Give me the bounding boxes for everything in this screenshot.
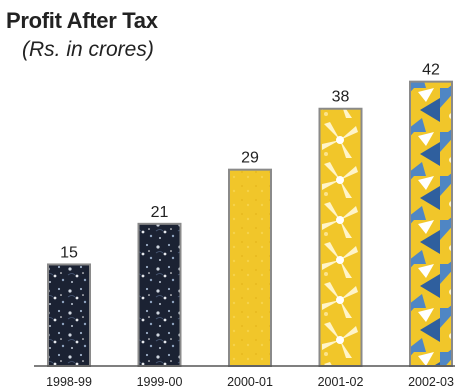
bar-2000-01 xyxy=(228,168,272,367)
bar-2001-02 xyxy=(318,107,363,368)
bars-group xyxy=(47,80,453,368)
value-label-1998-99: 15 xyxy=(60,244,78,261)
bar-1999-00 xyxy=(137,222,182,367)
value-label-1999-00: 21 xyxy=(151,204,169,221)
x-tick-label-1998-99: 1998-99 xyxy=(46,375,92,389)
x-tick-label-2001-02: 2001-02 xyxy=(318,375,364,389)
value-label-2001-02: 38 xyxy=(332,89,350,106)
x-tick-label-2002-03: 2002-03 xyxy=(408,375,454,389)
chart-subtitle: (Rs. in crores) xyxy=(22,38,154,61)
chart-title: Profit After Tax xyxy=(6,8,158,33)
bar-1998-99 xyxy=(47,263,91,368)
x-tick-label-1999-00: 1999-00 xyxy=(137,375,183,389)
bar-2002-03 xyxy=(409,80,453,367)
labels-group: 15 1998-99 21 1999-00 29 2000-01 38 2001-02 42 20… xyxy=(46,62,454,389)
x-tick-label-2000-01: 2000-01 xyxy=(227,375,273,389)
value-label-2002-03: 42 xyxy=(422,62,440,79)
value-label-2000-01: 29 xyxy=(241,150,259,167)
